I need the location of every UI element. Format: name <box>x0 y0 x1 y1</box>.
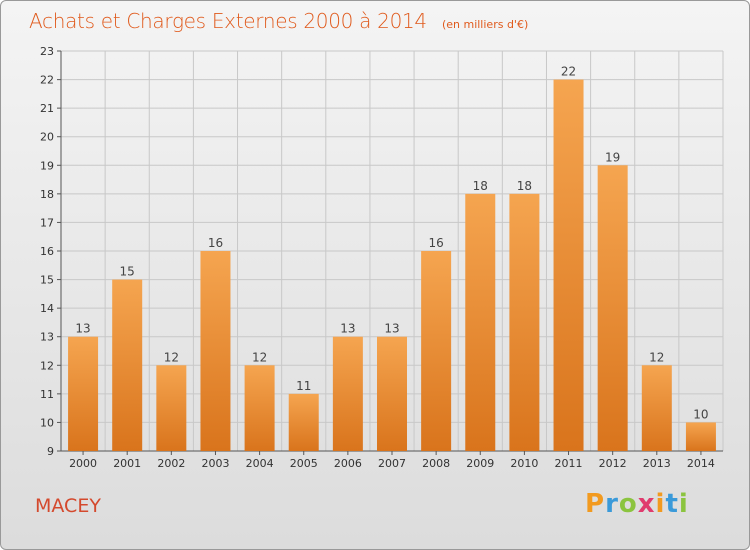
data-label: 16 <box>428 236 443 250</box>
x-tick-label: 2004 <box>246 457 274 470</box>
logo-letter: i <box>655 489 666 519</box>
logo-letter: P <box>585 489 606 519</box>
bar <box>553 79 584 452</box>
bar <box>332 336 363 451</box>
y-tick-label: 12 <box>40 359 54 372</box>
y-tick-label: 13 <box>40 331 54 344</box>
data-label: 19 <box>605 150 620 164</box>
data-label: 18 <box>517 179 532 193</box>
bar <box>509 193 540 451</box>
y-tick-label: 10 <box>40 416 54 429</box>
x-tick-label: 2005 <box>290 457 318 470</box>
y-tick-label: 16 <box>40 245 54 258</box>
data-label: 11 <box>296 379 311 393</box>
logo-letter: t <box>665 489 679 519</box>
y-tick-label: 22 <box>40 74 54 87</box>
x-tick-label: 2001 <box>113 457 141 470</box>
x-tick-label: 2002 <box>157 457 185 470</box>
data-label: 16 <box>208 236 223 250</box>
bar <box>597 165 628 452</box>
data-label: 15 <box>120 265 135 279</box>
y-tick-label: 23 <box>40 45 54 58</box>
value-labels: 13 15 12 16 12 11 13 13 16 18 18 22 19 12 10 <box>75 65 708 422</box>
x-tick-label: 2014 <box>687 457 715 470</box>
proxiti-logo[interactable]: Proxiti <box>585 489 689 519</box>
y-tick-label: 21 <box>40 102 54 115</box>
bar <box>641 365 672 451</box>
town-name: MACEY <box>35 495 101 517</box>
x-tick-label: 2009 <box>466 457 494 470</box>
data-label: 12 <box>164 350 179 364</box>
logo-letter: r <box>605 489 619 519</box>
y-tick-label: 19 <box>40 159 54 172</box>
bars <box>68 79 716 452</box>
axes: 9 10 11 12 13 14 15 16 17 18 19 20 21 22 23 2000 2001 200… <box>40 45 723 470</box>
x-tick-label: 2000 <box>69 457 97 470</box>
logo-letter: x <box>637 489 656 519</box>
data-label: 12 <box>252 350 267 364</box>
logo-letter: o <box>618 489 638 519</box>
bar <box>156 365 187 451</box>
x-tick-label: 2006 <box>334 457 362 470</box>
x-tick-label: 2008 <box>422 457 450 470</box>
bar <box>112 279 143 451</box>
y-tick-label: 18 <box>40 188 54 201</box>
bar <box>200 251 231 451</box>
x-tick-label: 2003 <box>201 457 229 470</box>
data-label: 13 <box>75 322 90 336</box>
data-label: 10 <box>693 407 708 421</box>
x-tick-label: 2007 <box>378 457 406 470</box>
y-tick-label: 14 <box>40 302 54 315</box>
bar <box>68 336 99 451</box>
y-tick-label: 15 <box>40 274 54 287</box>
bar <box>421 251 452 451</box>
x-tick-label: 2011 <box>555 457 583 470</box>
bar <box>244 365 275 451</box>
bar <box>288 393 319 451</box>
data-label: 12 <box>649 350 664 364</box>
data-label: 22 <box>561 65 576 79</box>
data-label: 13 <box>384 322 399 336</box>
x-tick-label: 2012 <box>599 457 627 470</box>
logo-letter: i <box>678 489 689 519</box>
chart-subtitle: (en milliers d'€) <box>441 18 529 31</box>
y-tick-label: 17 <box>40 216 54 229</box>
x-tick-label: 2013 <box>643 457 671 470</box>
chart-title: Achats et Charges Externes 2000 à 2014 <box>29 9 427 33</box>
title-row: Achats et Charges Externes 2000 à 2014 (… <box>29 9 528 33</box>
bar <box>685 422 716 451</box>
data-label: 18 <box>473 179 488 193</box>
y-tick-label: 11 <box>40 388 54 401</box>
data-label: 13 <box>340 322 355 336</box>
x-tick-label: 2010 <box>510 457 538 470</box>
y-tick-label: 20 <box>40 131 54 144</box>
bar <box>465 193 496 451</box>
bar <box>377 336 407 451</box>
y-tick-label: 9 <box>47 445 54 458</box>
